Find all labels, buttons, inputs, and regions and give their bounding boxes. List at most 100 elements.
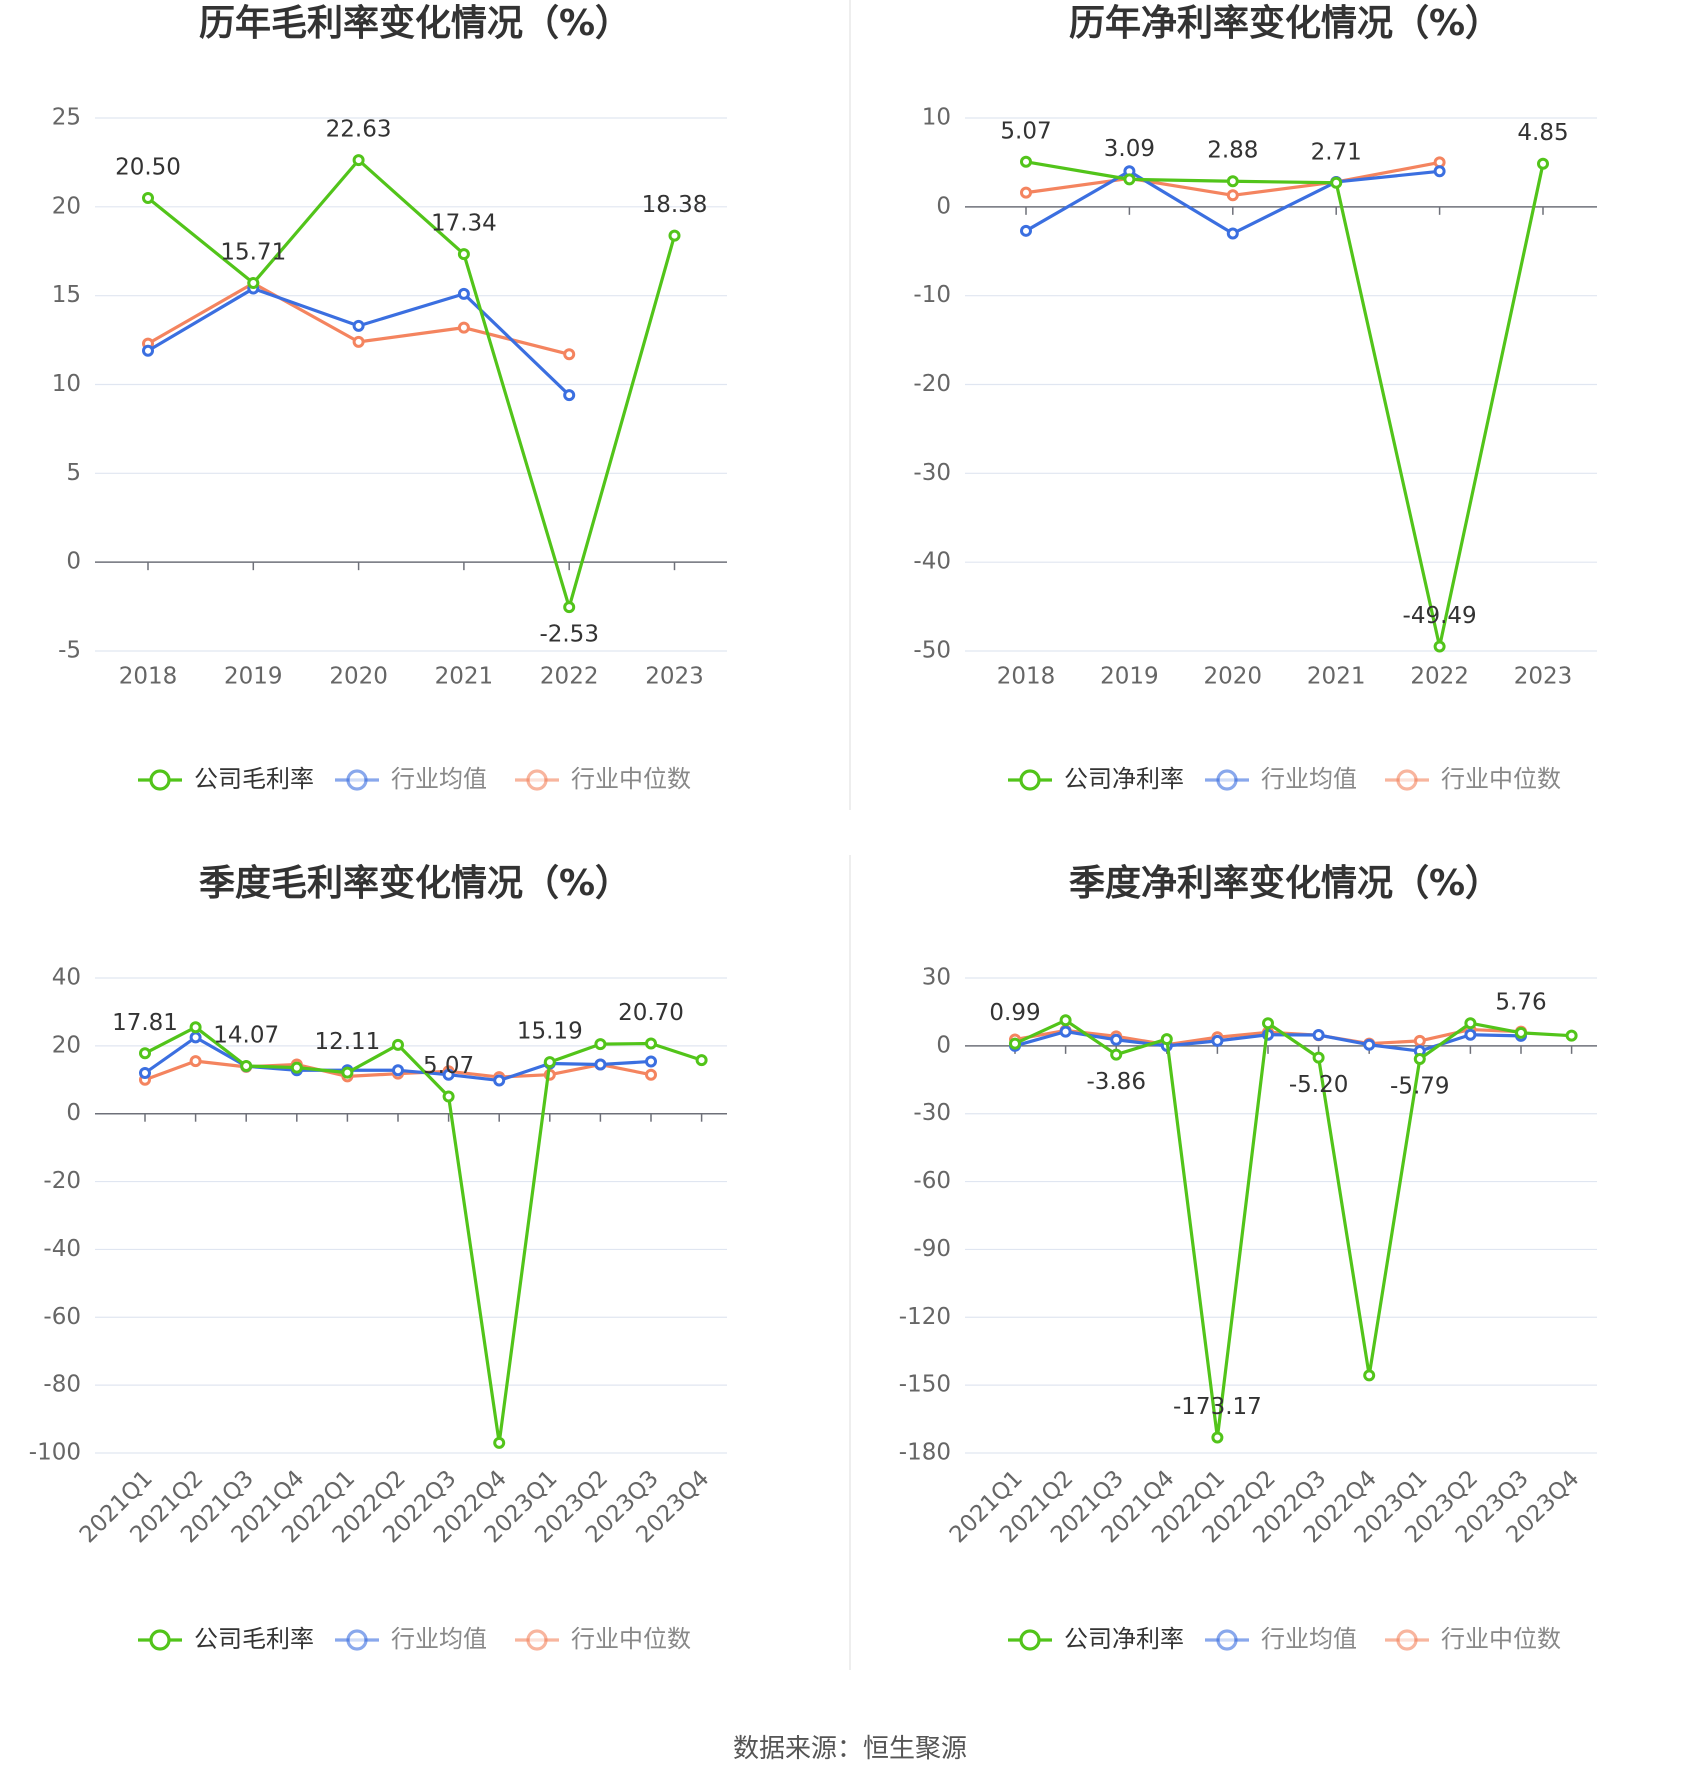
data-point [1110, 1048, 1123, 1061]
legend-marker [1019, 1629, 1041, 1651]
y-tick-label: -150 [899, 1372, 951, 1398]
data-label: 20.70 [618, 1000, 684, 1026]
data-point [392, 1064, 404, 1077]
data-label: -173.17 [1173, 1394, 1262, 1420]
y-tick-label: -30 [913, 460, 951, 486]
y-tick-label: -20 [913, 371, 951, 397]
data-label: 20.50 [115, 154, 181, 180]
legend-marker [1216, 1629, 1238, 1651]
y-tick-label: -30 [913, 1100, 951, 1126]
series-line-company [146, 158, 677, 609]
legend-marker [346, 769, 368, 791]
y-tick-label: -40 [43, 1236, 81, 1262]
legend-label: 公司毛利率 [194, 765, 314, 793]
data-point [142, 191, 154, 204]
y-tick-label: -5 [58, 638, 81, 664]
y-tick-label: 20 [52, 1032, 81, 1058]
x-tick-label: 2020 [1204, 664, 1263, 690]
x-tick-label: 2019 [1100, 664, 1159, 690]
data-point [1020, 224, 1032, 237]
legend-label: 行业均值 [391, 765, 487, 793]
y-tick-label: -60 [43, 1304, 81, 1330]
data-point [1123, 173, 1136, 186]
data-label: 3.09 [1104, 136, 1155, 162]
data-label: 15.19 [517, 1019, 583, 1045]
data-label: 2.88 [1207, 138, 1258, 164]
x-tick-label: 2021 [1307, 664, 1366, 690]
x-tick-label: 2018 [119, 664, 178, 690]
data-point [695, 1054, 708, 1067]
series-line-company [144, 1025, 703, 1445]
x-tick-label: 2020 [329, 664, 388, 690]
data-point [1262, 1017, 1274, 1030]
data-point [543, 1056, 556, 1069]
data-point [1211, 1034, 1224, 1047]
legend-label: 公司净利率 [1064, 1625, 1184, 1653]
y-tick-label: 20 [52, 193, 81, 219]
y-tick-label: 0 [936, 1032, 951, 1058]
y-tick-label: -100 [29, 1440, 81, 1466]
data-point [1363, 1038, 1376, 1051]
data-point [457, 287, 470, 300]
legend-marker [1019, 769, 1041, 791]
data-point [457, 248, 470, 261]
legend-label: 行业中位数 [1441, 765, 1561, 793]
y-tick-label: 10 [922, 105, 951, 131]
data-point [645, 1068, 657, 1081]
data-point [563, 348, 576, 361]
legend-marker [149, 769, 171, 791]
data-point [1226, 227, 1239, 240]
data-point [1312, 1029, 1325, 1041]
legend-label: 行业均值 [1261, 1625, 1357, 1653]
data-point [1059, 1025, 1072, 1038]
y-tick-label: -80 [43, 1372, 81, 1398]
x-tick-label: 2021 [435, 664, 494, 690]
data-point [563, 389, 576, 402]
data-label: 22.63 [326, 117, 392, 143]
data-point [352, 335, 365, 348]
data-point [563, 601, 576, 614]
data-label: 4.85 [1517, 120, 1568, 146]
data-point [341, 1066, 354, 1079]
legend-marker [346, 1629, 368, 1651]
data-point [442, 1068, 455, 1081]
y-tick-label: 0 [936, 193, 951, 219]
data-point [1433, 640, 1446, 653]
data-point [645, 1037, 657, 1050]
y-tick-label: -50 [913, 638, 951, 664]
data-point [1464, 1028, 1477, 1041]
data-point [1565, 1029, 1578, 1042]
data-point [352, 154, 365, 167]
data-point [247, 277, 260, 290]
data-label: 5.07 [1000, 118, 1051, 144]
x-tick-label: 2022 [1410, 664, 1469, 690]
x-tick-label: 2022 [540, 664, 599, 690]
y-tick-label: 30 [922, 965, 951, 991]
chart-panel-1: 历年毛利率变化情况（%） 25 20 15 10 5 0 -5 2018 2019 2020 2021… [52, 2, 727, 793]
data-point [139, 1047, 151, 1060]
y-tick-label: -60 [913, 1168, 951, 1194]
data-point [594, 1058, 607, 1071]
data-label: -2.53 [539, 622, 599, 648]
legend-label: 行业中位数 [571, 1625, 691, 1653]
legend-label: 公司毛利率 [194, 1625, 314, 1653]
data-point [189, 1021, 202, 1034]
data-label: -5.79 [1390, 1073, 1450, 1099]
chart-panel-2: 历年净利率变化情况（%） 10 0 -10 -20 -30 -40 -50 2018 2019 20… [913, 2, 1597, 793]
data-point [1110, 1033, 1123, 1046]
y-tick-label: 40 [52, 965, 81, 991]
data-point [457, 321, 470, 334]
legend-label: 行业中位数 [1441, 1625, 1561, 1653]
data-point [1020, 155, 1032, 168]
chart-title: 历年毛利率变化情况（%） [199, 2, 631, 44]
series-line-company [1025, 160, 1545, 649]
data-label: -3.86 [1086, 1069, 1146, 1095]
y-tick-label: -120 [899, 1304, 951, 1330]
legend-marker [1216, 769, 1238, 791]
y-tick-label: -20 [43, 1168, 81, 1194]
data-label: 2.71 [1311, 139, 1362, 165]
data-point [1413, 1052, 1426, 1065]
data-point [1413, 1034, 1426, 1047]
series-line-company [1014, 1018, 1572, 1440]
legend-label: 公司净利率 [1064, 765, 1184, 793]
